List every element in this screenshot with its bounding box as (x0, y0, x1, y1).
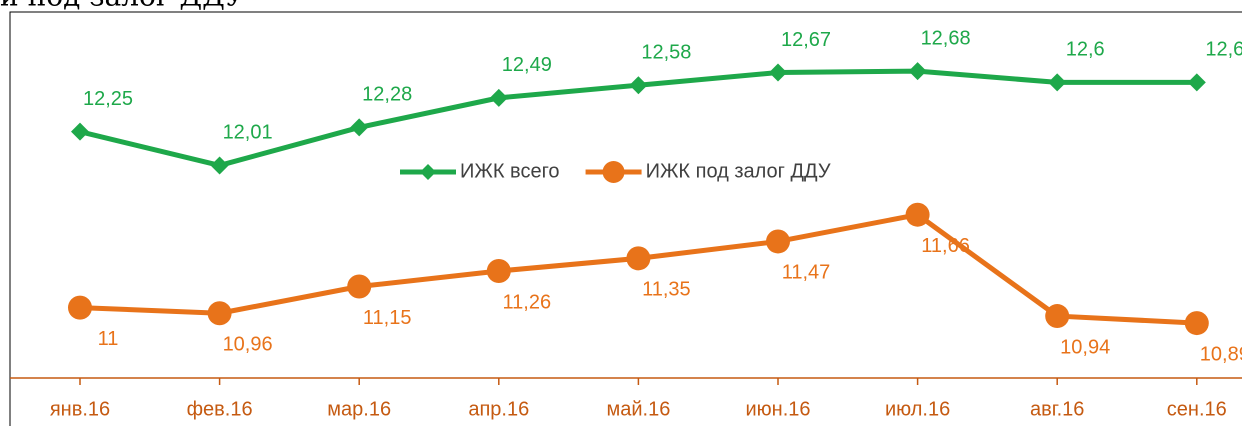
data-point (626, 246, 651, 271)
data-label: 11,66 (921, 235, 970, 257)
x-tick-label: авг.16 (1030, 398, 1084, 420)
legend-marker (602, 161, 625, 183)
x-tick-label: апр.16 (468, 398, 529, 420)
data-label: 12,01 (223, 122, 273, 144)
x-tick-label: июн.16 (745, 398, 810, 420)
data-point (1048, 73, 1067, 92)
data-point (1184, 311, 1209, 336)
x-tick-label: июл.16 (885, 398, 950, 420)
data-label: 12,68 (921, 27, 971, 49)
data-label: 10,96 (223, 334, 273, 356)
x-tick-label: сен.16 (1167, 398, 1227, 420)
chart-title: и под залог ДДУ (0, 0, 245, 13)
data-label: 10,94 (1060, 336, 1110, 358)
data-point (207, 301, 232, 326)
data-point (1045, 304, 1070, 329)
data-point (769, 63, 787, 82)
data-label: 12,6 (1205, 39, 1242, 61)
data-point (1187, 73, 1206, 92)
legend-label: ИЖК под залог ДДУ (646, 160, 831, 182)
data-label: 12,25 (83, 88, 133, 110)
data-label: 11,15 (363, 307, 412, 329)
data-point (766, 229, 790, 254)
data-label: 11,47 (782, 262, 831, 284)
legend-label: ИЖК всего (460, 160, 560, 182)
data-point (905, 202, 930, 227)
data-point (486, 259, 511, 284)
data-label: 12,58 (641, 41, 691, 63)
data-point (489, 88, 508, 107)
chart-frame (9, 11, 1242, 426)
x-tick-label: май.16 (606, 398, 670, 420)
data-label: 11,35 (642, 279, 691, 301)
data-point (210, 156, 229, 175)
data-point (908, 62, 927, 81)
data-label: 12,67 (781, 29, 831, 51)
legend-marker (420, 164, 436, 180)
data-point (68, 295, 92, 320)
data-point (629, 76, 648, 95)
data-label: 12,6 (1066, 39, 1105, 61)
data-label: 12,28 (362, 84, 412, 106)
data-point (347, 274, 372, 299)
data-point (350, 118, 369, 137)
x-tick-label: янв.16 (50, 398, 110, 420)
data-point (71, 122, 89, 141)
data-label: 12,49 (502, 54, 552, 76)
x-tick-label: мар.16 (327, 398, 391, 420)
x-tick-label: фев.16 (187, 398, 253, 420)
data-label: 11 (98, 328, 119, 350)
data-label: 10,89 (1200, 343, 1242, 365)
data-label: 11,26 (503, 291, 552, 313)
